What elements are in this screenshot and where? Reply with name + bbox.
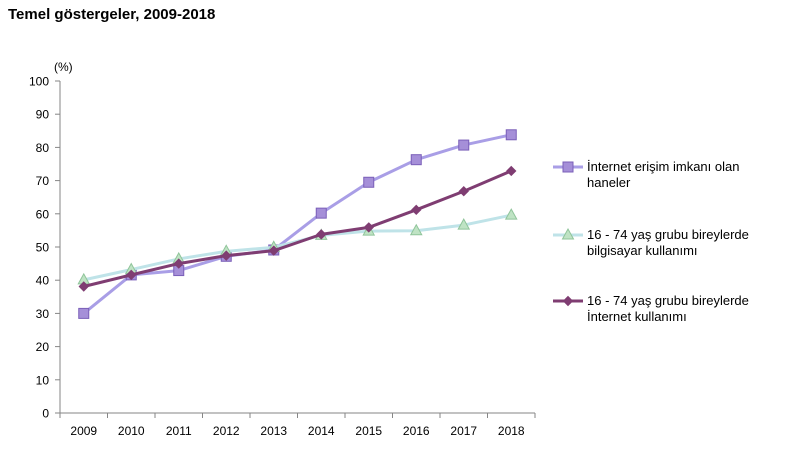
x-tick-label: 2013: [260, 424, 287, 438]
legend-label-line: İnternet erişim imkanı olan: [587, 159, 740, 174]
legend-key-triangle-icon: [553, 227, 583, 240]
legend-label-line: İnternet kullanımı: [587, 309, 687, 324]
data-point: [78, 281, 89, 292]
legend-key-marker: [562, 161, 574, 173]
x-tick-label: 2009: [70, 424, 97, 438]
data-point: [504, 208, 518, 220]
data-point: [458, 139, 470, 151]
x-tick-label: 2018: [498, 424, 525, 438]
y-tick-label: 40: [36, 274, 50, 288]
data-point: [316, 229, 327, 240]
legend-label-line: 16 - 74 yaş grubu bireylerde: [587, 293, 749, 308]
data-point: [363, 176, 375, 188]
y-tick-label: 70: [36, 174, 50, 188]
series-0: [78, 129, 517, 319]
legend-label-line: bilgisayar kullanımı: [587, 243, 698, 258]
y-tick-label: 30: [36, 307, 50, 321]
x-tick-label: 2011: [166, 424, 192, 438]
data-point: [173, 258, 184, 269]
legend-key-square-icon: [553, 161, 583, 173]
legend-key-marker: [562, 295, 574, 307]
series-2: [78, 165, 517, 292]
x-tick-label: 2016: [403, 424, 430, 438]
x-tick-label: 2014: [308, 424, 335, 438]
chart-title: Temel göstergeler, 2009-2018: [8, 6, 216, 23]
data-point: [315, 207, 327, 219]
data-point: [268, 245, 279, 256]
data-point: [409, 223, 423, 236]
y-tick-label: 0: [42, 407, 49, 421]
data-point: [506, 165, 517, 177]
data-point: [363, 222, 374, 233]
y-tick-label: 60: [36, 207, 50, 221]
legend-label: 16 - 74 yaş grubu bireylerde bilgisayar …: [587, 227, 787, 259]
y-axis-label: (%): [54, 60, 73, 74]
data-point: [78, 307, 90, 319]
legend-key-marker: [561, 227, 575, 240]
x-tick-label: 2010: [118, 424, 145, 438]
data-point: [410, 154, 422, 166]
legend-label-line: haneler: [587, 175, 631, 190]
y-tick-label: 20: [36, 340, 50, 354]
y-tick-label: 50: [36, 241, 50, 255]
legend-label-line: 16 - 74 yaş grubu bireylerde: [587, 227, 749, 242]
data-point: [458, 186, 469, 197]
y-tick-label: 10: [36, 373, 50, 387]
y-tick-label: 90: [36, 108, 50, 122]
data-point: [505, 129, 517, 141]
x-tick-label: 2012: [213, 424, 240, 438]
x-tick-label: 2015: [355, 424, 382, 438]
x-tick-label: 2017: [450, 424, 477, 438]
series-line: [83, 169, 512, 288]
data-point: [126, 269, 137, 281]
series-line: [82, 133, 512, 315]
data-point: [411, 204, 422, 216]
y-tick-label: 100: [29, 75, 49, 89]
legend-label: 16 - 74 yaş grubu bireylerde İnternet ku…: [587, 293, 787, 325]
data-point: [457, 218, 471, 230]
legend-label: İnternet erişim imkanı olan haneler: [587, 159, 787, 191]
legend-key-diamond-icon: [553, 295, 583, 307]
y-tick-label: 80: [36, 141, 50, 155]
data-point: [221, 250, 232, 261]
